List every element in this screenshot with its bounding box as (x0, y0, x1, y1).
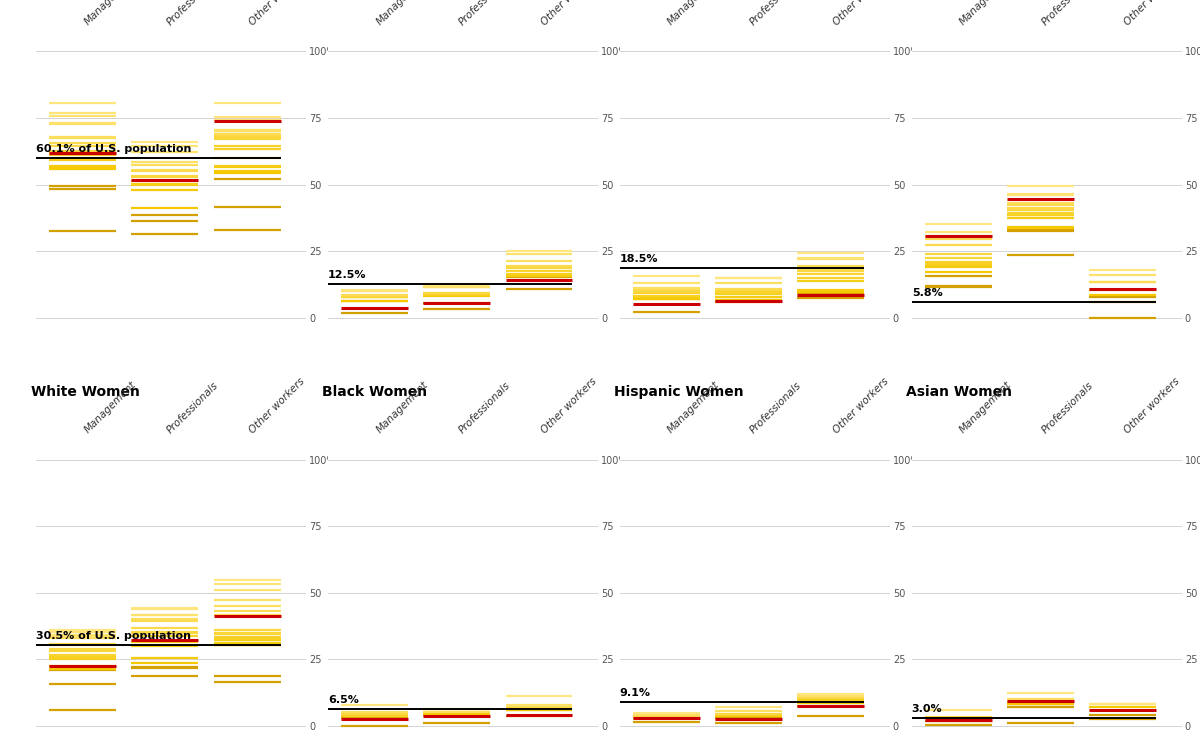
Text: 12.5%: 12.5% (328, 270, 366, 280)
Text: Other workers: Other workers (830, 376, 890, 435)
Text: Professionals: Professionals (1040, 380, 1096, 435)
Text: 9.1%: 9.1% (620, 688, 650, 698)
Text: Other workers: Other workers (247, 0, 306, 27)
Text: Management: Management (666, 0, 721, 27)
Text: Management: Management (666, 380, 721, 435)
Text: Professionals: Professionals (1040, 0, 1096, 27)
Text: Management: Management (374, 380, 430, 435)
Text: Professionals: Professionals (749, 0, 804, 27)
Text: Other workers: Other workers (830, 0, 890, 27)
Text: 18.5%: 18.5% (620, 255, 659, 264)
Text: Professionals: Professionals (749, 380, 804, 435)
Text: 6.5%: 6.5% (328, 695, 359, 705)
Text: Management: Management (374, 0, 430, 27)
Text: Management: Management (958, 0, 1014, 27)
Text: Professionals: Professionals (457, 0, 512, 27)
Text: Professionals: Professionals (164, 380, 220, 435)
Text: 3.0%: 3.0% (912, 704, 942, 714)
Text: Asian Women: Asian Women (906, 385, 1013, 399)
Text: Other workers: Other workers (1123, 376, 1182, 435)
Text: Hispanic Women: Hispanic Women (614, 385, 744, 399)
Text: Professionals: Professionals (457, 380, 512, 435)
Text: Other workers: Other workers (539, 376, 599, 435)
Text: Management: Management (958, 380, 1014, 435)
Text: Management: Management (83, 0, 138, 27)
Text: 30.5% of U.S. population: 30.5% of U.S. population (36, 631, 191, 640)
Text: 5.8%: 5.8% (912, 288, 942, 298)
Text: 60.1% of U.S. population: 60.1% of U.S. population (36, 144, 191, 154)
Text: Black Women: Black Women (323, 385, 427, 399)
Text: Other workers: Other workers (247, 376, 306, 435)
Text: White Women: White Women (30, 385, 139, 399)
Text: Other workers: Other workers (539, 0, 599, 27)
Text: Other workers: Other workers (1123, 0, 1182, 27)
Text: Management: Management (83, 380, 138, 435)
Text: Professionals: Professionals (164, 0, 220, 27)
